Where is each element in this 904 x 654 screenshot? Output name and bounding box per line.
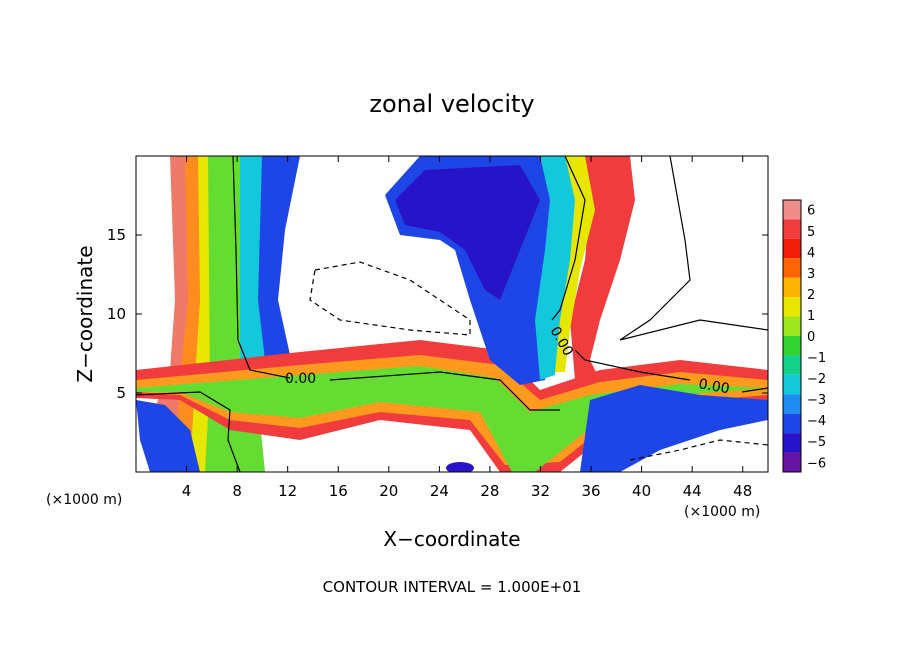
y-tick-label: 10 xyxy=(107,305,126,323)
y-axis-label: Z−coordinate xyxy=(73,245,97,382)
colorbar-swatch xyxy=(783,452,801,472)
chart-title: zonal velocity xyxy=(369,90,534,118)
contour-solid-right xyxy=(619,156,768,341)
x-tick-label: 44 xyxy=(683,482,702,500)
colorbar-frame xyxy=(782,199,802,473)
x-tick-label: 8 xyxy=(232,482,242,500)
x-tick-label: 48 xyxy=(733,482,752,500)
colorbar-swatch xyxy=(783,200,801,220)
y-tick-label: 5 xyxy=(116,384,126,402)
colorbar-swatch xyxy=(783,316,801,336)
colorbar-swatch xyxy=(783,433,801,453)
plot-area xyxy=(136,156,768,472)
colorbar-label: −4 xyxy=(807,414,826,429)
colorbar-swatch xyxy=(783,238,801,259)
colorbar: 6 5 4 3 2 1 0 −1 −2 −3 −4 −5 −6 xyxy=(782,199,826,473)
colorbar-label: −5 xyxy=(807,435,826,450)
contour-label-group: 0.00 0.00 0.00 xyxy=(285,324,731,397)
colorbar-label: −6 xyxy=(807,456,826,471)
colorbar-swatch xyxy=(783,394,801,414)
colorbar-swatch xyxy=(783,297,801,317)
colorbar-label: 1 xyxy=(807,309,815,324)
x-tick-label: 16 xyxy=(329,482,348,500)
x-tick-label: 40 xyxy=(632,482,651,500)
lower-left-blue xyxy=(136,400,200,472)
contour-interval-footer: CONTOUR INTERVAL = 1.000E+01 xyxy=(323,578,582,596)
x-tick-label: 36 xyxy=(581,482,600,500)
colorbar-label: −2 xyxy=(807,372,826,387)
colorbar-label: 6 xyxy=(807,204,815,219)
x-tick-label: 24 xyxy=(430,482,449,500)
colorbar-swatch xyxy=(783,355,801,375)
contour-lines xyxy=(136,156,768,472)
central-navy-region xyxy=(395,165,540,300)
x-tick-label: 12 xyxy=(278,482,297,500)
x-tick-label: 4 xyxy=(182,482,192,500)
colorbar-label: −1 xyxy=(807,351,826,366)
x-axis-unit-right: (×1000 m) xyxy=(684,504,760,520)
colorbar-swatch xyxy=(783,374,801,395)
colorbar-label: 3 xyxy=(807,267,815,282)
right-plume-yellow xyxy=(555,156,595,372)
colorbar-swatch xyxy=(783,277,801,298)
colorbar-label: 0 xyxy=(807,330,815,345)
colorbar-swatch xyxy=(783,258,801,278)
bottom-purple-blob xyxy=(446,462,474,472)
x-tick-label: 20 xyxy=(379,482,398,500)
colorbar-label: −3 xyxy=(807,393,826,408)
x-axis-label: X−coordinate xyxy=(383,527,520,551)
right-plume-red xyxy=(570,156,635,380)
contour-label: 0.00 xyxy=(285,371,316,387)
contour-label: 0.00 xyxy=(697,376,730,397)
colorbar-label: 5 xyxy=(807,225,815,240)
central-cyan-region xyxy=(535,156,585,380)
contour-zero-lower xyxy=(136,391,241,472)
colorbar-label: 2 xyxy=(807,288,815,303)
colorbar-swatch xyxy=(783,219,801,239)
colorbar-swatch xyxy=(783,413,801,434)
contour-dashed-center xyxy=(309,261,471,336)
colorbar-label: 4 xyxy=(807,246,815,261)
y-tick-label: 15 xyxy=(107,226,126,244)
lower-band-green xyxy=(136,366,768,472)
colorbar-swatch xyxy=(783,336,801,356)
y-axis: 5 10 15 xyxy=(107,226,768,402)
x-tick-label: 28 xyxy=(480,482,499,500)
lower-right-blue xyxy=(580,385,768,472)
x-tick-label: 32 xyxy=(531,482,550,500)
x-axis: 4 8 12 16 20 24 28 32 36 40 44 48 xyxy=(182,156,752,500)
contour-zero-left xyxy=(232,156,560,411)
contour-zero-right xyxy=(551,156,768,393)
left-band-blue xyxy=(258,156,300,360)
x-axis-unit-left: (×1000 m) xyxy=(46,492,122,508)
